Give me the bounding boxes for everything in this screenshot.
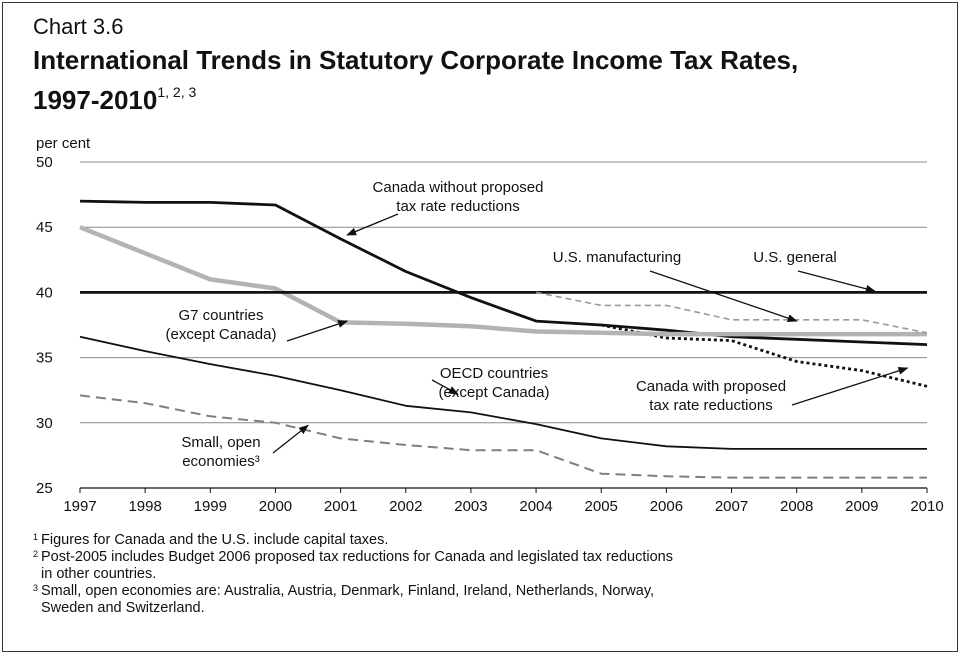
x-tick-label: 1997: [63, 498, 96, 515]
series-annotation: Small, open economies³: [181, 434, 260, 470]
series-line-1: [79, 199, 928, 346]
y-tick-label: 25: [36, 480, 53, 497]
series-annotation: U.S. manufacturing: [553, 249, 681, 266]
y-tick-label: 40: [36, 284, 53, 301]
y-tick-label: 50: [36, 154, 53, 171]
x-tick-label: 1998: [128, 498, 161, 515]
x-tick-label: 2004: [519, 498, 552, 515]
chart-title-footnote-refs: 1, 2, 3: [157, 84, 197, 100]
x-tick-label: 2009: [845, 498, 878, 515]
x-tick-label: 2002: [389, 498, 422, 515]
annotation-arrow: [791, 366, 909, 406]
series-line-3: [79, 225, 927, 337]
series-annotation: Canada with proposed tax rate reductions: [636, 378, 786, 414]
chart-title-line1: International Trends in Statutory Corpor…: [33, 45, 799, 75]
y-tick-label: 30: [36, 415, 53, 432]
x-tick-label: 2006: [650, 498, 683, 515]
footnote-2-cont: in other countries.: [41, 566, 157, 582]
x-tick-label: 1999: [194, 498, 227, 515]
chart-title-line2: 1997-2010: [33, 85, 158, 115]
x-tick-label: 2008: [780, 498, 813, 515]
footnote-3: 3 Small, open economies are: Australia, A…: [33, 583, 655, 599]
series-annotation: Canada without proposed tax rate reductio…: [373, 179, 544, 215]
footnote-2: 2 Post-2005 includes Budget 2006 proposed…: [33, 549, 673, 565]
series-annotation: G7 countries (except Canada): [166, 307, 277, 343]
x-tick-label: 2005: [585, 498, 618, 515]
chart-title: International Trends in Statutory Corpor…: [33, 44, 933, 116]
series-line-6: [79, 335, 927, 450]
x-tick-label: 2010: [910, 498, 943, 515]
footnote-1: 1 Figures for Canada and the U.S. include…: [33, 532, 389, 548]
annotation-arrow: [272, 424, 309, 454]
y-tick-label: 45: [36, 219, 53, 236]
y-axis-label: per cent: [36, 135, 91, 152]
annotation-arrow: [797, 270, 876, 293]
footnote-3-cont: Sweden and Switzerland.: [41, 600, 205, 616]
chart-number: Chart 3.6: [33, 14, 124, 39]
series-annotation: U.S. general: [753, 249, 836, 266]
annotation-arrow: [649, 270, 798, 322]
annotation-arrow: [431, 379, 459, 395]
x-tick-label: 2000: [259, 498, 292, 515]
footnotes: 1 Figures for Canada and the U.S. include…: [33, 532, 933, 617]
y-tick-label: 35: [36, 350, 53, 367]
annotation-arrow: [346, 213, 399, 236]
x-tick-label: 2003: [454, 498, 487, 515]
annotation-arrow: [286, 320, 349, 342]
series-annotation: OECD countries (except Canada): [439, 365, 550, 401]
x-tick-label: 2001: [324, 498, 357, 515]
x-tick-label: 2007: [715, 498, 748, 515]
